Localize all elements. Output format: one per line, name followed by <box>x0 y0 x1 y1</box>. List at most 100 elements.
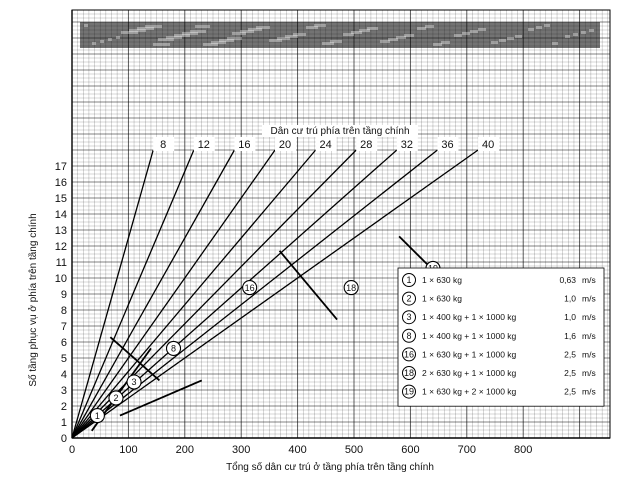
header-band-speck <box>544 24 550 27</box>
legend-id-3: 3 <box>406 312 411 322</box>
header-band-speck <box>269 39 282 42</box>
ray-labels: 8 12 16 20 24 28 32 36 40 <box>153 125 500 151</box>
legend-unit-18: m/s <box>582 368 596 378</box>
x-axis-label: Tổng số dân cư trú ở tầng phía trên tầng… <box>226 461 434 473</box>
ray-32 <box>71 149 398 439</box>
y-tick-0: 0 <box>61 433 67 445</box>
legend-circle-8 <box>402 328 416 343</box>
x-tick-700: 700 <box>458 444 476 456</box>
header-band-speck <box>417 27 426 30</box>
region-label-2: 2 <box>113 393 118 403</box>
legend-config-18: 2 × 630 kg + 1 × 1000 kg <box>422 368 517 378</box>
annotation-title-bg <box>262 125 418 137</box>
header-band-speck <box>84 24 88 27</box>
region-circle-16 <box>242 280 258 296</box>
legend-circle-2 <box>402 291 416 306</box>
ray-label-box-12 <box>193 137 215 151</box>
boundary-3 <box>119 379 203 417</box>
ray-label-box-36 <box>437 137 459 151</box>
x-tick-100: 100 <box>119 444 137 456</box>
legend-id-18: 18 <box>404 368 414 378</box>
ray-label-32: 32 <box>401 139 413 151</box>
legend-id-8: 8 <box>406 331 411 341</box>
y-tick-11: 11 <box>56 257 67 269</box>
legend-unit-2: m/s <box>582 294 596 304</box>
y-tick-8: 8 <box>61 305 67 317</box>
header-band-speck <box>462 32 470 35</box>
header-band-speck <box>190 30 206 33</box>
y-tick-10: 10 <box>55 273 67 285</box>
header-band-speck <box>92 42 96 45</box>
legend-circle-1 <box>402 273 416 287</box>
x-tick-500: 500 <box>345 444 363 456</box>
legend-speed-2: 1,0 <box>564 294 576 304</box>
legend-config-16: 1 × 630 kg + 1 × 1000 kg <box>422 349 517 359</box>
legend-unit-16: m/s <box>582 349 596 359</box>
legend-id-1: 1 <box>406 275 411 285</box>
region-label-16: 16 <box>245 283 255 293</box>
header-band-speck <box>219 39 234 42</box>
legend-unit-19: m/s <box>582 387 596 397</box>
y-tick-1: 1 <box>61 417 67 429</box>
region-label-3: 3 <box>132 377 137 387</box>
ray-28 <box>71 149 357 439</box>
x-tick-0: 0 <box>69 444 75 456</box>
y-tick-2: 2 <box>61 401 67 413</box>
header-band-speck <box>573 33 578 36</box>
ray-label-box-16 <box>234 137 256 151</box>
legend-id-16: 16 <box>404 349 414 359</box>
y-tick-14: 14 <box>55 209 67 221</box>
region-circle-8 <box>165 340 182 356</box>
x-tick-800: 800 <box>514 444 532 456</box>
legend-speed-18: 2,5 <box>564 368 576 378</box>
region-circle-18 <box>343 280 359 296</box>
x-tick-600: 600 <box>401 444 419 456</box>
header-band-speck <box>182 32 198 35</box>
ray-16 <box>71 149 235 439</box>
header-band-speck <box>211 41 226 44</box>
region-circle-3 <box>126 374 142 390</box>
header-band-speck <box>158 38 174 41</box>
y-tick-5: 5 <box>61 353 67 365</box>
legend-speed-16: 2,5 <box>564 349 576 359</box>
ray-36 <box>71 149 438 439</box>
ray-40 <box>71 149 479 439</box>
header-band-fill <box>80 22 600 48</box>
header-band-speck <box>404 34 414 37</box>
header-band-speck <box>306 26 318 29</box>
header-band-speck <box>195 25 210 28</box>
legend-speed-3: 1,0 <box>564 312 576 322</box>
y-tick-16: 16 <box>55 177 67 189</box>
legend-id-2: 2 <box>406 294 411 304</box>
legend-config-2: 1 × 630 kg <box>422 294 462 304</box>
y-tick-7: 7 <box>61 321 67 333</box>
header-scan-band <box>80 22 600 48</box>
region-label-1: 1 <box>95 411 100 421</box>
header-band-speck <box>121 31 138 34</box>
header-band-speck <box>359 29 370 32</box>
header-band-speck <box>388 38 398 41</box>
region-label-8: 8 <box>171 344 176 354</box>
x-tick-300: 300 <box>232 444 250 456</box>
header-band-speck <box>227 37 242 40</box>
header-band-speck <box>536 26 542 29</box>
header-band-speck <box>203 43 218 46</box>
ray-label-8: 8 <box>160 139 166 151</box>
ray-label-box-20 <box>275 137 297 151</box>
ray-label-box-40 <box>478 137 500 151</box>
x-tick-labels: 0 100 200 300 400 500 600 700 800 <box>69 444 532 456</box>
header-band-speck <box>256 26 270 29</box>
header-band-speck <box>174 34 190 37</box>
header-band-speck <box>277 37 290 40</box>
header-band-speck <box>396 36 406 39</box>
header-band-speck <box>454 34 462 37</box>
y-tick-12: 12 <box>55 241 67 253</box>
y-axis-label: Số tầng phục vụ ở phía trên tầng chính <box>27 213 39 386</box>
ray-20 <box>71 149 276 439</box>
header-band-speck <box>491 41 498 44</box>
header-band-speck <box>351 31 362 34</box>
ray-label-24: 24 <box>320 139 332 151</box>
header-band-speck <box>565 35 570 38</box>
